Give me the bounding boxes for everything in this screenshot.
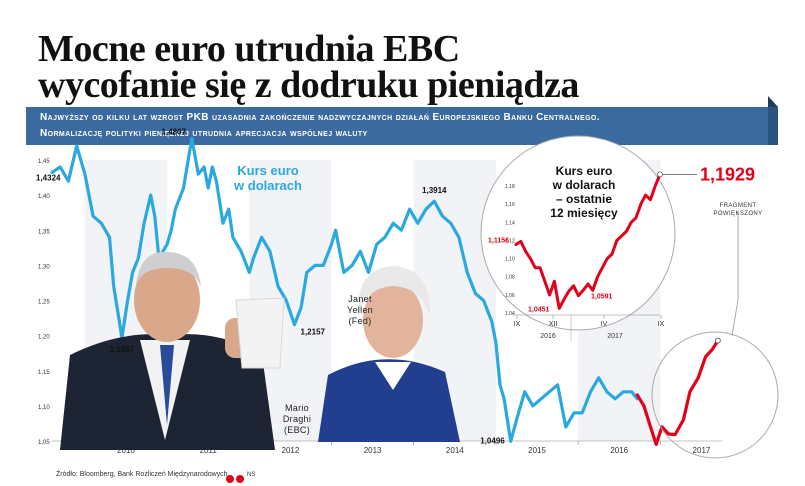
inset-y-tick-label: 1,08	[505, 275, 515, 281]
zoom-connector	[731, 212, 739, 337]
value-annotation: 1,4324	[36, 173, 61, 182]
person-caption: Janet	[348, 294, 372, 304]
main-last-point	[714, 337, 721, 344]
value-annotation: 1,0496	[480, 436, 505, 445]
inset-year-label: 2016	[540, 333, 556, 340]
person-caption: Draghi	[283, 414, 311, 424]
inset-x-tick-label: IX	[658, 321, 665, 328]
x-tick-label: 2011	[200, 446, 218, 455]
y-tick-label: 1,10	[38, 405, 50, 411]
inset-value-annotation: 1,0451	[528, 306, 550, 313]
draghi-photo	[60, 251, 285, 450]
inset-circle	[480, 135, 676, 331]
y-tick-label: 1,30	[38, 264, 50, 270]
person-caption: Mario	[285, 403, 309, 413]
x-tick-label: 2013	[364, 446, 382, 455]
last-value-label: 1,1929	[700, 164, 755, 184]
series-line-history	[50, 136, 639, 443]
y-tick-label: 1,20	[38, 335, 50, 341]
main-labels: 1,4324 1,1967 1,4807 1,2157 1,3914 1,0496 Kurs…	[36, 127, 505, 445]
y-tick-label: 1,15	[38, 370, 50, 376]
value-annotation: 1,4807	[162, 127, 187, 136]
zoom-note-line-1: FRAGMENT	[720, 203, 757, 209]
inset-x-tick-label: XII	[549, 321, 558, 328]
main-lines	[50, 136, 721, 446]
value-annotation: 1,3914	[422, 186, 447, 195]
inset-x-tick-label: IV	[601, 321, 608, 328]
person-caption: Yellen	[347, 305, 373, 315]
y-tick-label: 1,35	[38, 229, 50, 235]
inset-last-point	[657, 171, 663, 178]
zoom-note-line-2: POWIĘKSZONY	[713, 211, 762, 217]
value-annotation: 1,2157	[301, 328, 326, 337]
x-tick-label: 2014	[446, 446, 464, 455]
inset-value-annotation: 1,0591	[591, 294, 613, 301]
x-tick-label: 2017	[693, 446, 711, 455]
inset-year-label: 2017	[607, 333, 623, 340]
inset-chart: 1,18 1,16 1,14 1,12 1,10 1,08 1,06 1,04 IX XII IV I…	[488, 164, 762, 341]
inset-y-tick-label: 1,12	[505, 238, 515, 244]
main-chart-title-line-1: Kurs euro	[237, 163, 298, 178]
inset-y-tick-label: 1,10	[505, 257, 515, 263]
banner-fold-side	[768, 107, 778, 145]
inset-y-tick-label: 1,18	[505, 184, 515, 190]
x-tick-label: 2015	[528, 446, 546, 455]
inset-y-tick-label: 1,14	[505, 220, 515, 226]
x-tick-label: 2016	[610, 446, 628, 455]
main-chart-title-line-2: w dolarach	[233, 178, 302, 193]
inset-y-tick-label: 1,04	[505, 311, 515, 317]
author-signature: NS	[247, 472, 256, 478]
banner-line-1: Najwyższy od kilku lat wzrost PKB uzasad…	[40, 112, 600, 123]
value-annotation: 1,1967	[110, 345, 135, 354]
inset-title-line: – ostatnie	[556, 192, 612, 206]
banner-fold	[768, 96, 778, 107]
inset-title-line: w dolarach	[552, 178, 616, 192]
x-tick-label: 2010	[117, 446, 135, 455]
y-tick-label: 1,25	[38, 300, 50, 306]
headline-line-2: wycofanie się z dodruku pieniądza	[38, 64, 579, 106]
person-caption: (Fed)	[348, 316, 371, 326]
y-tick-label: 1,05	[38, 440, 50, 446]
source-note: Źródło: Bloomberg, Bank Rozliczeń Między…	[56, 471, 228, 478]
inset-title-line: 12 miesięcy	[550, 206, 618, 220]
y-tick-label: 1,40	[38, 194, 50, 200]
banner-line-2: Normalizację polityki pieniężnej utrudni…	[40, 128, 368, 139]
inset-title-line: Kurs euro	[556, 164, 613, 178]
series-line-last-12-months	[635, 339, 720, 446]
inset-value-annotation: 1,1156	[488, 237, 509, 244]
headline-line-1: Mocne euro utrudnia EBC	[38, 28, 460, 70]
yellen-photo	[318, 266, 460, 442]
x-tick-label: 2012	[282, 446, 300, 455]
zoom-circle	[651, 331, 779, 459]
y-tick-label: 1,45	[38, 159, 50, 165]
logo-dgp	[226, 470, 246, 483]
inset-y-tick-label: 1,06	[505, 293, 515, 299]
person-caption: (EBC)	[284, 425, 310, 435]
banner	[26, 107, 768, 145]
inset-y-tick-label: 1,16	[505, 202, 515, 208]
inset-series-line	[514, 172, 662, 310]
inset-x-tick-label: IX	[514, 321, 521, 328]
